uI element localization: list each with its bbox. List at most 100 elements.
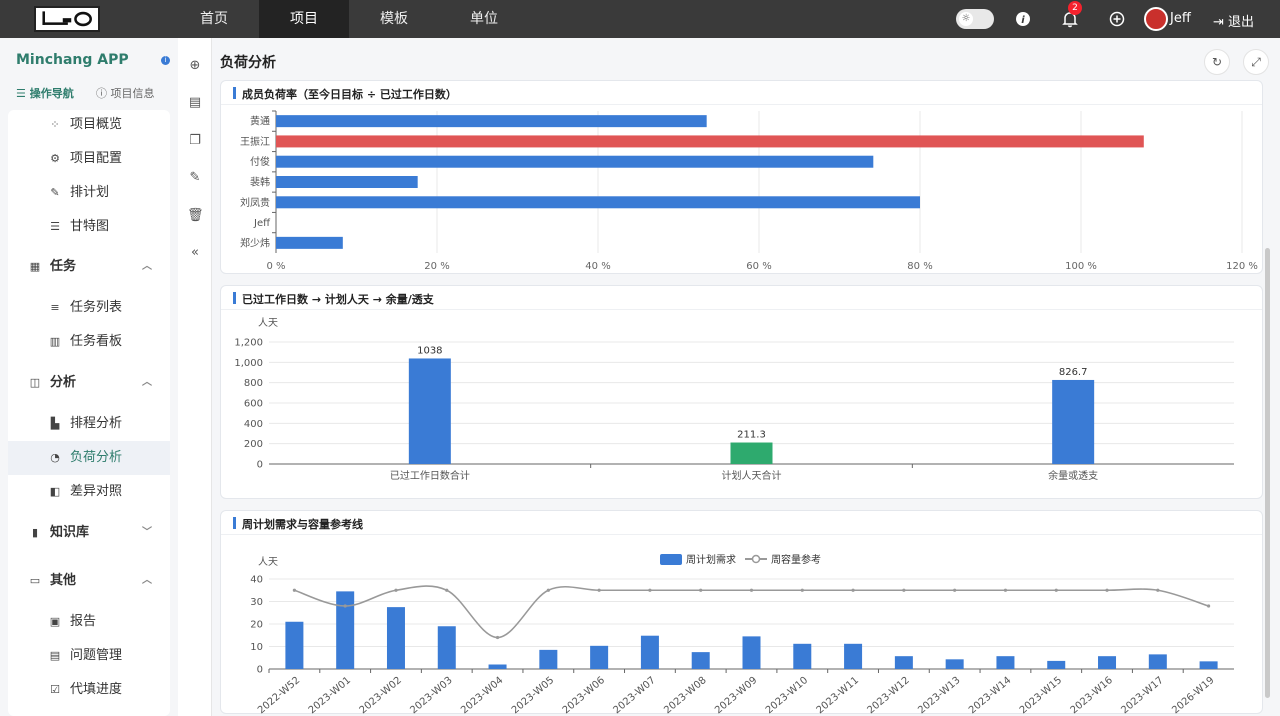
nav-template[interactable]: 模板 bbox=[380, 11, 408, 27]
line-point bbox=[699, 588, 703, 592]
bar bbox=[276, 115, 707, 128]
y-tick-label: 刘凤贵 bbox=[240, 196, 270, 209]
sidebar-item-11[interactable]: ▮ 知识库 ﹀ bbox=[8, 516, 170, 550]
nav-project[interactable]: 项目 bbox=[259, 0, 349, 38]
sidebar-item-6[interactable]: ▥ 任务看板 bbox=[8, 325, 170, 359]
y-tick-label: 20 bbox=[250, 620, 263, 631]
x-tick-label: 100 % bbox=[1065, 261, 1097, 272]
sun-icon: ☼ bbox=[959, 12, 973, 26]
line-point bbox=[546, 588, 550, 592]
sidebar-item-3[interactable]: ☰ 甘特图 bbox=[8, 210, 170, 244]
sidebar-item-5[interactable]: ≡ 任务列表 bbox=[8, 291, 170, 325]
sidebar-item-label: 项目概览 bbox=[70, 117, 123, 132]
user-avatar[interactable] bbox=[1144, 7, 1168, 31]
y-axis-label: 人天 bbox=[258, 317, 278, 329]
chevron-up-icon[interactable]: ︿ bbox=[142, 575, 152, 586]
analysis-icon: ◫ bbox=[29, 376, 41, 389]
x-tick-label: 2023-W01 bbox=[307, 675, 353, 715]
legend-label: 周容量参考 bbox=[771, 553, 821, 566]
line-point bbox=[648, 588, 652, 592]
sidebar-item-label: 其他 bbox=[50, 573, 77, 588]
tab-operation-nav[interactable]: ☰ 操作导航 bbox=[16, 85, 74, 101]
sidebar-item-4[interactable]: ▦ 任务 ︿ bbox=[8, 250, 170, 284]
user-name[interactable]: Jeff bbox=[1170, 11, 1191, 26]
y-tick-label: Jeff bbox=[253, 218, 271, 229]
bar bbox=[437, 626, 456, 669]
copy-icon[interactable]: ❐ bbox=[189, 133, 201, 148]
x-tick-label: 0 % bbox=[266, 261, 285, 272]
sidebar-item-1[interactable]: ⚙ 项目配置 bbox=[8, 142, 170, 176]
chevron-down-icon[interactable]: ﹀ bbox=[142, 527, 152, 538]
sidebar-item-label: 任务 bbox=[50, 259, 77, 274]
sidebar-item-8[interactable]: ▙ 排程分析 bbox=[8, 407, 170, 441]
sidebar-item-label: 知识库 bbox=[50, 525, 90, 540]
collapse-icon[interactable]: « bbox=[191, 245, 199, 260]
scrollbar[interactable] bbox=[1265, 248, 1270, 698]
progress-icon: ☑ bbox=[50, 683, 60, 696]
logout-icon: ⇥ bbox=[1213, 15, 1224, 30]
sidebar-item-2[interactable]: ✎ 排计划 bbox=[8, 176, 170, 210]
tab-project-info-label: 项目信息 bbox=[110, 87, 155, 100]
x-tick-label: 2022-W52 bbox=[256, 675, 302, 715]
y-tick-label: 800 bbox=[244, 378, 263, 389]
edit-icon[interactable]: ✎ bbox=[189, 170, 201, 185]
bar bbox=[539, 649, 558, 669]
fullscreen-button[interactable]: ⤢ bbox=[1243, 49, 1269, 75]
x-tick-label: 2023-W16 bbox=[1069, 675, 1115, 715]
settings-icon: ⚙ bbox=[50, 152, 60, 165]
sidebar-item-9[interactable]: ◔ 负荷分析 bbox=[8, 441, 170, 475]
document-icon[interactable]: ▤ bbox=[188, 95, 202, 110]
x-tick-label: 2023-W03 bbox=[408, 675, 454, 715]
sidebar-item-10[interactable]: ◧ 差异对照 bbox=[8, 475, 170, 509]
chevron-up-icon[interactable]: ︿ bbox=[142, 261, 152, 272]
member-load-panel: 成员负荷率（至今日目标 ÷ 已过工作日数） 0 % 20 % 40 % 60 % 80 … bbox=[220, 80, 1263, 274]
summary-panel: 已过工作日数 → 计划人天 → 余量/透支 人天 0 200 400 600 800 1,0… bbox=[220, 285, 1263, 499]
sidebar-item-13[interactable]: ▣ 报告 bbox=[8, 605, 170, 639]
sidebar-item-label: 项目配置 bbox=[70, 151, 123, 166]
app-logo[interactable] bbox=[34, 6, 100, 32]
bar bbox=[590, 645, 609, 669]
sidebar-item-0[interactable]: ⁘ 项目概览 bbox=[8, 108, 170, 142]
line-point bbox=[1105, 588, 1109, 592]
panel-accent-bar bbox=[233, 517, 236, 529]
issue-icon: ▤ bbox=[49, 649, 61, 662]
compare-icon: ◧ bbox=[49, 485, 61, 498]
app-info-icon[interactable]: i bbox=[161, 56, 170, 65]
sidebar-item-14[interactable]: ▤ 问题管理 bbox=[8, 639, 170, 673]
y-tick-label: 1,200 bbox=[234, 338, 263, 349]
trash-icon[interactable]: 🗑 bbox=[187, 208, 204, 223]
panel-title: 周计划需求与容量参考线 bbox=[242, 518, 363, 531]
add-circle-icon[interactable]: ⊕ bbox=[189, 58, 201, 73]
refresh-button[interactable]: ↻ bbox=[1204, 49, 1230, 75]
line-point bbox=[1156, 588, 1160, 592]
logout-button[interactable]: ⇥ 退出 bbox=[1213, 11, 1254, 30]
sidebar-item-12[interactable]: ▭ 其他 ︿ bbox=[8, 564, 170, 598]
plus-circle-icon[interactable] bbox=[1107, 9, 1127, 29]
bar-chart-icon: ▙ bbox=[50, 417, 60, 430]
y-tick-label: 200 bbox=[244, 439, 263, 450]
x-tick-label: 2023-W13 bbox=[916, 675, 962, 715]
board-icon: ▥ bbox=[49, 335, 61, 348]
info-icon[interactable]: i bbox=[1013, 9, 1033, 29]
svg-text:i: i bbox=[1021, 15, 1025, 26]
edit-icon: ✎ bbox=[50, 186, 60, 199]
x-tick-label: 2023-W09 bbox=[713, 675, 759, 715]
summary-chart: 人天 0 200 400 600 800 1,000 1,200 已过工作日数合计 1038 计划人… bbox=[234, 317, 1234, 482]
line-point bbox=[495, 635, 500, 640]
main-content: 负荷分析 ↻ ⤢ 成员负荷率（至今日目标 ÷ 已过工作日数） 0 % 20 % 40… bbox=[212, 38, 1280, 716]
x-tick-label: 2023-W02 bbox=[358, 675, 404, 715]
bar bbox=[276, 135, 1144, 148]
tab-project-info[interactable]: ⓘ 项目信息 bbox=[96, 85, 155, 101]
sidebar-item-7[interactable]: ◫ 分析 ︿ bbox=[8, 366, 170, 400]
nav-menu: ⁘ 项目概览 ⚙ 项目配置 ✎ 排计划 ☰ 甘特图 ▦ 任务 ︿ ≡ 任务列表 ▥ 任务看板 ◫ 分析 ︿ ▙ 排程分… bbox=[8, 110, 170, 716]
theme-toggle[interactable]: ☼ bbox=[956, 9, 994, 29]
nav-unit[interactable]: 单位 bbox=[470, 11, 498, 27]
chevron-up-icon[interactable]: ︿ bbox=[142, 377, 152, 388]
sidebar-item-label: 甘特图 bbox=[70, 219, 110, 234]
nav-home[interactable]: 首页 bbox=[200, 11, 228, 27]
bar bbox=[894, 656, 913, 669]
sidebar-item-15[interactable]: ☑ 代填进度 bbox=[8, 673, 170, 707]
gantt-icon: ☰ bbox=[50, 220, 60, 233]
sidebar-item-label: 差异对照 bbox=[70, 484, 123, 499]
